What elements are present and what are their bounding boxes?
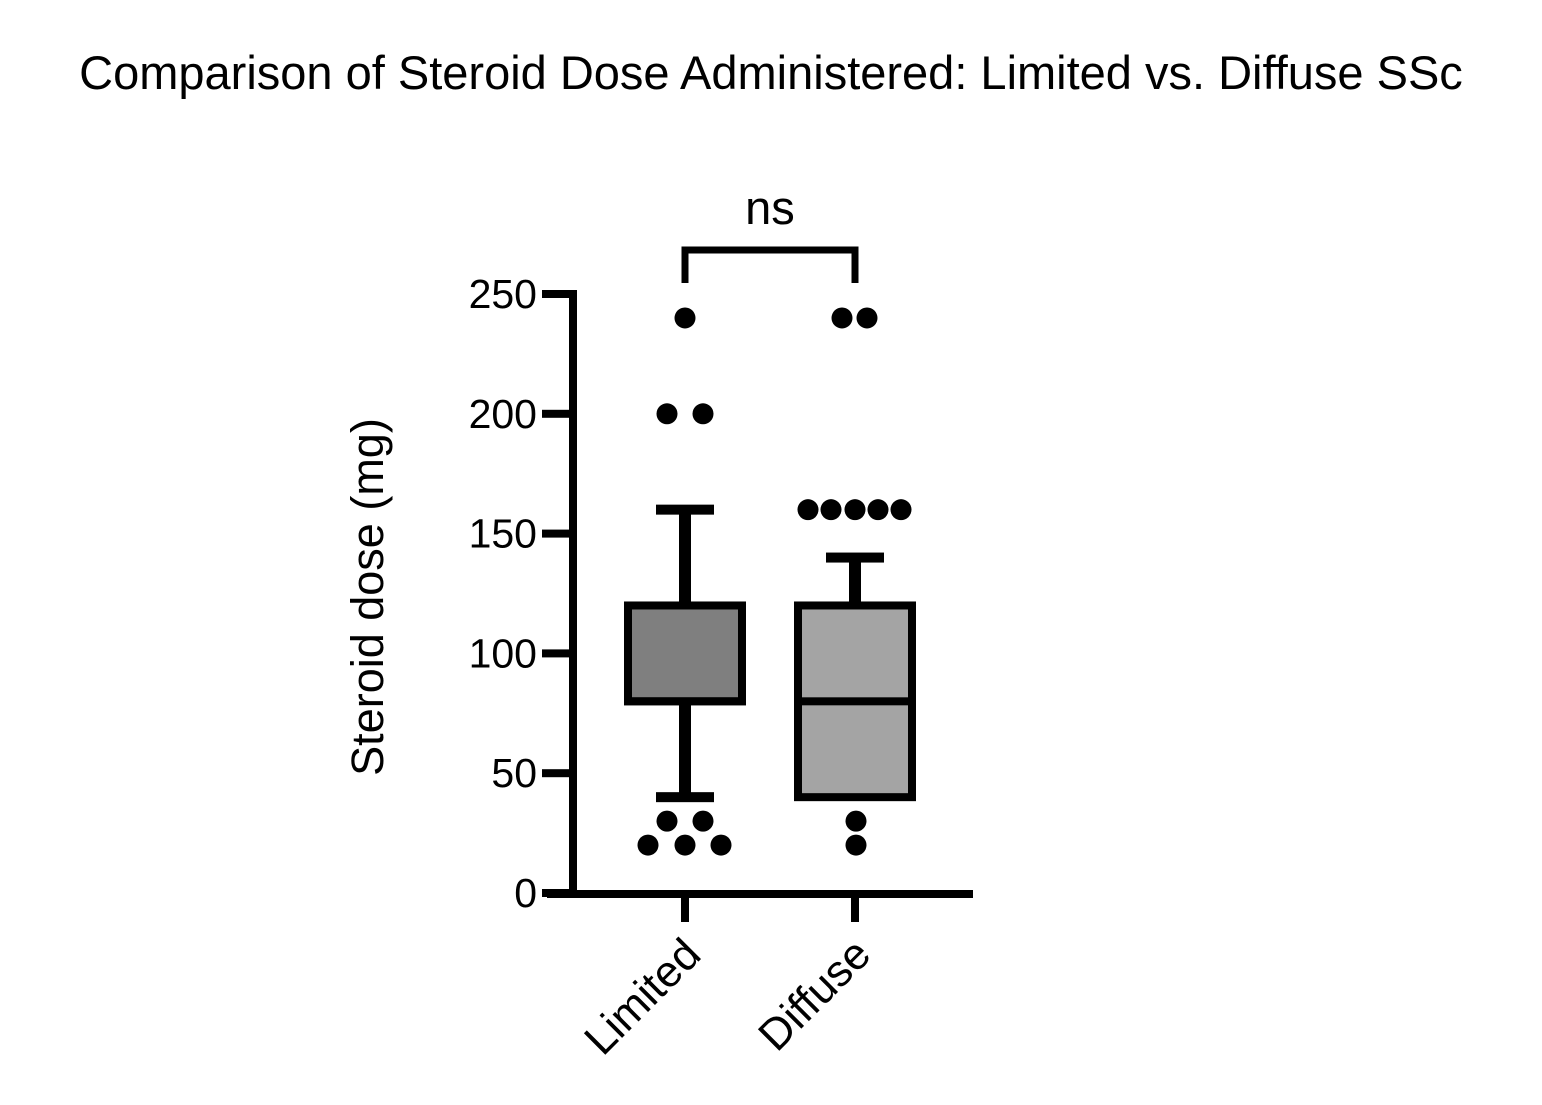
y-tick: [542, 889, 569, 897]
y-tick-label: 0: [514, 870, 537, 916]
x-category-label: Diffuse: [749, 929, 880, 1060]
data-point: [890, 499, 912, 521]
data-point: [674, 307, 696, 329]
median-line: [624, 697, 746, 706]
chart-title: Comparison of Steroid Dose Administered:…: [79, 46, 1463, 99]
x-axis-line: [547, 890, 973, 898]
y-tick: [542, 529, 569, 538]
y-tick: [542, 409, 569, 418]
lower-whisker-stem: [679, 701, 691, 798]
x-category-label: Limited: [575, 929, 710, 1064]
data-point: [692, 403, 714, 425]
y-axis-line: [569, 290, 577, 898]
y-axis-title: Steroid dose (mg): [342, 418, 393, 776]
x-tick: [681, 894, 689, 922]
y-tick-label: 50: [491, 750, 537, 796]
box-limited: [624, 601, 746, 706]
y-tick-label: 150: [469, 511, 537, 557]
data-point: [845, 810, 867, 832]
data-point: [710, 834, 732, 856]
data-point: [692, 810, 714, 832]
data-point: [856, 307, 878, 329]
data-point: [831, 307, 853, 329]
y-tick: [542, 649, 569, 658]
data-point: [867, 499, 889, 521]
data-point: [656, 810, 678, 832]
data-point: [656, 403, 678, 425]
upper-whisker-cap: [826, 552, 884, 563]
upper-whisker-stem: [679, 509, 691, 606]
significance-label: ns: [745, 181, 795, 234]
plot-area: 0 50 100 150 200 250 Limited Diffuse: [469, 246, 973, 1064]
upper-whisker-stem: [849, 557, 861, 606]
data-point: [637, 834, 659, 856]
upper-whisker-cap: [656, 504, 714, 515]
data-point: [797, 499, 819, 521]
data-point: [845, 834, 867, 856]
data-point: [820, 499, 842, 521]
x-tick: [851, 894, 859, 922]
y-tick: [542, 290, 569, 298]
significance-bracket: [681, 246, 859, 283]
median-line: [794, 697, 916, 706]
y-tick-label: 250: [469, 271, 537, 317]
data-point: [844, 499, 866, 521]
lower-whisker-cap: [656, 792, 714, 803]
y-tick-label: 100: [469, 630, 537, 676]
y-tick: [542, 769, 569, 778]
data-point: [674, 834, 696, 856]
y-tick-label: 200: [469, 391, 537, 437]
